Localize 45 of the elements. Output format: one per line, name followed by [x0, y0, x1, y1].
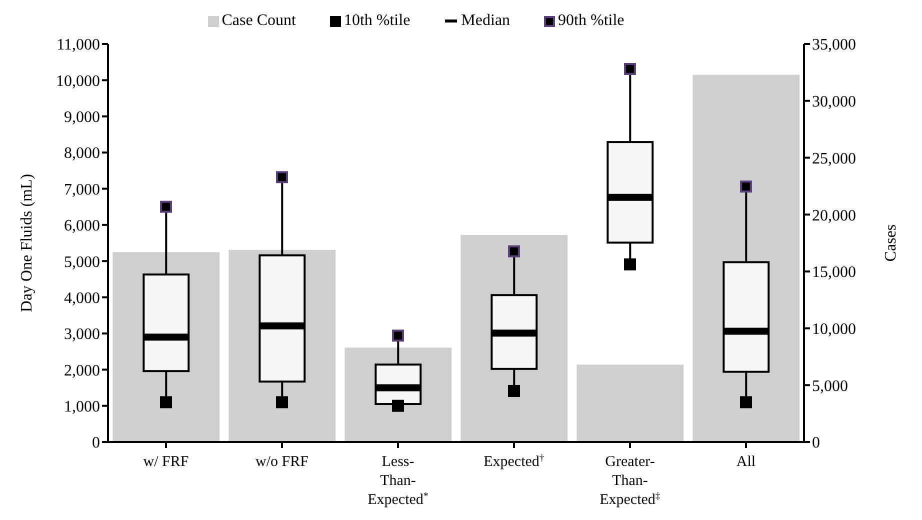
- y-tick-label: 6,000: [64, 218, 100, 235]
- y-tick-label: 2,000: [64, 362, 100, 380]
- y-tick-label: 7,000: [64, 181, 100, 198]
- y2-tick-label: 30,000: [812, 94, 856, 111]
- y2-tick-label: 35,000: [812, 36, 856, 54]
- x-tick-label: w/ FRF: [143, 454, 189, 470]
- legend-label: 10th %tile: [342, 12, 410, 30]
- y2-tick-label: 25,000: [812, 150, 856, 168]
- point: [508, 245, 520, 258]
- y2-tick-label: 10,000: [812, 320, 856, 338]
- x-tick-label: All: [736, 454, 756, 470]
- point: [276, 171, 288, 184]
- x-tick-label: w/o FRF: [256, 454, 308, 470]
- point: [624, 62, 636, 75]
- point: [508, 384, 520, 397]
- x-tick-label: Less-Than-Expected$^{*}$: [368, 454, 428, 508]
- bar: [576, 364, 684, 442]
- y-tick-label: 1,000: [64, 398, 100, 416]
- y-tick-label: 0: [92, 434, 100, 452]
- y2-tick-label: 5,000: [812, 378, 848, 395]
- point: [392, 330, 404, 342]
- y2-tick-label: 20,000: [812, 207, 856, 224]
- y-tick-label: 8,000: [64, 145, 100, 162]
- y2-tick-label: 0: [812, 434, 820, 452]
- point: [392, 400, 404, 412]
- y-tick-label: 10,000: [56, 72, 100, 90]
- y2-tick-label: 15,000: [812, 264, 856, 282]
- y-tick-label: 11,000: [56, 36, 100, 54]
- y-tick-label: 9,000: [64, 109, 100, 126]
- y-tick-label: 4,000: [64, 290, 100, 307]
- point: [160, 200, 172, 213]
- y-axis-title: Day One Fluids (mL): [18, 174, 36, 312]
- point: [624, 258, 636, 270]
- x-tick-label: Expected$^{†}$: [484, 452, 544, 470]
- legend-label: Case Count: [220, 12, 296, 30]
- point: [740, 180, 752, 193]
- y2-axis-title: Cases: [882, 224, 900, 262]
- y-tick-label: 3,000: [64, 326, 100, 344]
- point: [160, 396, 172, 408]
- point: [276, 396, 288, 408]
- x-tick-label: Greater-Than-Expected$^{‡}$: [600, 454, 660, 508]
- legend-label: 90th %tile: [557, 12, 624, 30]
- legend-label: Median: [460, 12, 510, 30]
- point: [740, 396, 752, 408]
- y-tick-label: 5,000: [64, 254, 100, 271]
